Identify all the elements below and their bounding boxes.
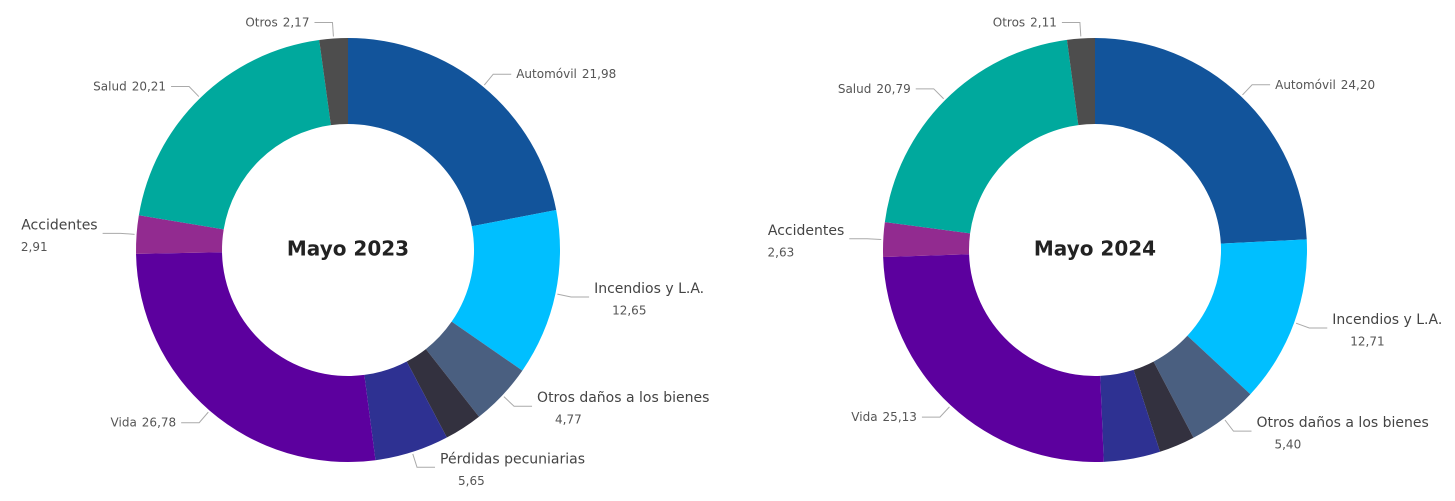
leader-line xyxy=(181,411,209,424)
segment-value: 21,98 xyxy=(582,67,616,81)
segment-label: Otros daños a los bienes xyxy=(1256,415,1428,431)
segment-value: 24,20 xyxy=(1341,77,1375,91)
segment-value: 2,17 xyxy=(283,15,310,29)
donut-segment xyxy=(1095,38,1307,244)
segment-value: 2,91 xyxy=(21,240,48,254)
leader-line xyxy=(102,232,135,235)
segment-value: 5,65 xyxy=(458,474,485,488)
segment-name: Automóvil xyxy=(516,67,577,81)
leader-line xyxy=(483,73,512,86)
donut-segment xyxy=(1153,335,1251,438)
segment-label: Vida 25,13 xyxy=(851,410,917,424)
segment-name: Salud xyxy=(838,81,872,95)
donut-segment xyxy=(1066,38,1095,126)
donut-chart: Automóvil 21,98 Incendios y L.A. 12,65 Otros… xyxy=(21,15,709,488)
donut-segment xyxy=(138,39,331,230)
segment-label: Accidentes xyxy=(768,223,844,239)
segment-label: Accidentes xyxy=(21,217,97,233)
segment-name: Otros xyxy=(245,15,277,29)
donut-segment xyxy=(1100,369,1161,462)
segment-value: 20,79 xyxy=(876,81,910,95)
segment-label: Incendios y L.A. xyxy=(1332,312,1442,328)
donut-segment xyxy=(1133,361,1194,452)
segment-name: Vida xyxy=(111,415,137,429)
leader-line xyxy=(314,22,334,37)
leader-line xyxy=(921,406,950,418)
donut-segment xyxy=(136,215,224,254)
donut-segment xyxy=(884,39,1079,234)
leader-line xyxy=(1061,22,1082,37)
segment-label: Automóvil 21,98 xyxy=(516,67,616,81)
leader-line xyxy=(171,86,200,97)
segment-name: Automóvil xyxy=(1275,77,1336,91)
donut-segment xyxy=(406,349,479,438)
leader-line xyxy=(557,293,590,298)
segment-value: 12,71 xyxy=(1350,334,1384,348)
chart-title: Mayo 2024 xyxy=(1034,237,1156,261)
donut-segment xyxy=(883,222,971,258)
leader-line xyxy=(1295,322,1328,329)
segment-label: Otros daños a los bienes xyxy=(537,390,709,406)
segment-label: Pérdidas pecuniarias xyxy=(440,451,585,467)
leader-line xyxy=(1224,419,1252,432)
donut-chart: Automóvil 24,20 Incendios y L.A. 12,71 Otros… xyxy=(768,15,1442,463)
segment-name: Otros xyxy=(993,15,1025,29)
segment-value: 26,78 xyxy=(142,415,176,429)
segment-value: 5,40 xyxy=(1274,438,1301,452)
segment-value: 2,11 xyxy=(1030,15,1057,29)
donut-segment xyxy=(883,254,1104,463)
donut-segment xyxy=(136,252,376,462)
segment-label: Otros 2,11 xyxy=(993,15,1057,29)
leader-line xyxy=(412,453,436,468)
segment-name: Salud xyxy=(93,79,127,93)
donut-segment xyxy=(425,321,523,417)
donut-segment xyxy=(1187,239,1307,395)
leader-line xyxy=(1242,84,1271,96)
donut-segment xyxy=(319,38,348,126)
chart-title: Mayo 2023 xyxy=(287,237,409,261)
segment-value: 4,77 xyxy=(555,413,582,427)
segment-label: Vida 26,78 xyxy=(111,415,177,429)
segment-label: Salud 20,21 xyxy=(93,79,166,93)
donut-segment xyxy=(364,361,447,461)
leader-line xyxy=(503,396,533,407)
segment-label: Automóvil 24,20 xyxy=(1275,77,1375,91)
segment-label: Otros 2,17 xyxy=(245,15,309,29)
segment-name: Vida xyxy=(851,410,877,424)
leader-line xyxy=(915,88,944,100)
segment-label: Incendios y L.A. xyxy=(594,281,704,297)
segment-value: 25,13 xyxy=(883,410,917,424)
segment-value: 2,63 xyxy=(768,245,795,259)
donut-segment xyxy=(348,38,557,227)
segment-value: 20,21 xyxy=(132,79,166,93)
leader-line xyxy=(849,238,882,240)
segment-label: Salud 20,79 xyxy=(838,81,911,95)
donut-segment xyxy=(451,210,560,371)
segment-value: 12,65 xyxy=(612,304,646,318)
